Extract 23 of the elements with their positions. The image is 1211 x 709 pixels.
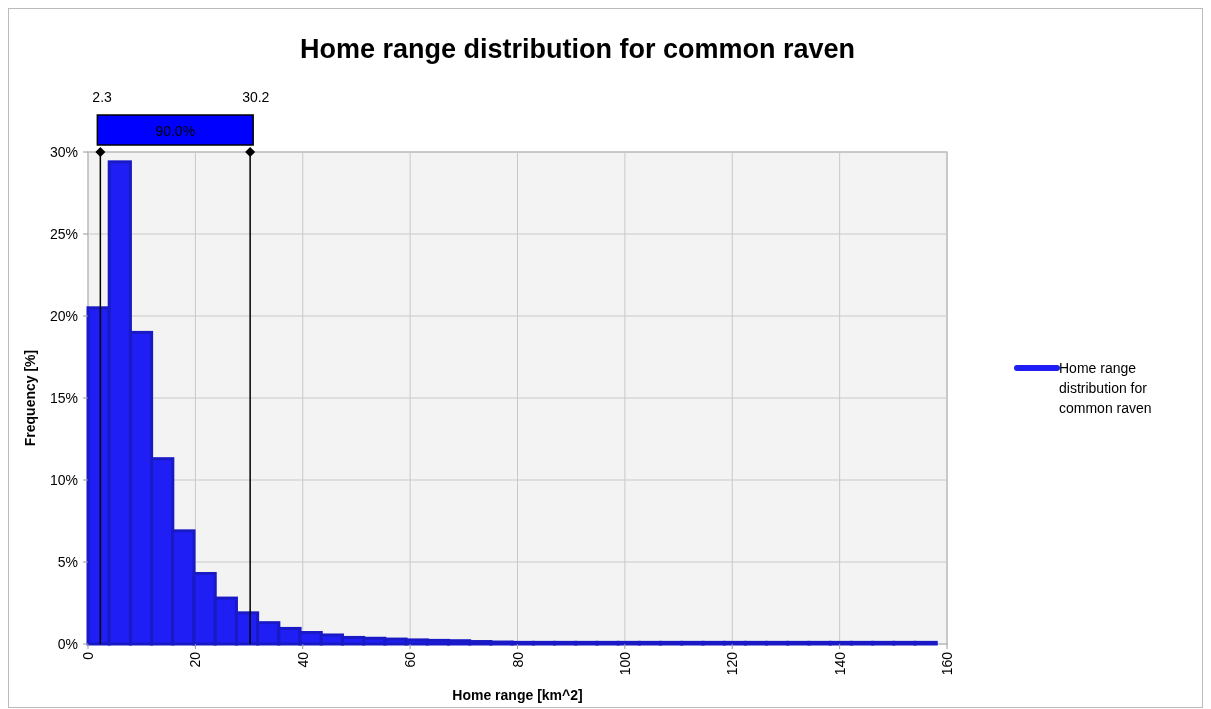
y-tick-label: 5%: [57, 554, 78, 570]
x-tick-label: 100: [616, 651, 633, 676]
y-tick-label: 15%: [49, 390, 78, 406]
y-tick-label: 30%: [49, 144, 78, 160]
ref-line-label: 2.3: [92, 89, 113, 105]
ref-line-label: 30.2: [242, 89, 270, 105]
x-tick-label: 0: [80, 651, 96, 660]
y-tick-label: 25%: [49, 226, 78, 242]
chart-title: Home range distribution for common raven: [299, 34, 856, 64]
x-tick-label: 140: [831, 651, 848, 676]
y-tick-label: 0%: [57, 636, 78, 652]
text: 90.0%: [155, 123, 196, 139]
x-tick-label: 160: [939, 651, 955, 676]
legend-label: Home range distribution for common raven: [1059, 360, 1152, 416]
y-tick-label: 10%: [49, 472, 78, 488]
x-axis-title: Home range [km^2]: [452, 687, 583, 703]
y-tick-label: 20%: [49, 308, 78, 324]
y-axis-title: Frequency [%]: [22, 349, 38, 447]
x-tick-label: 80: [509, 651, 526, 668]
x-tick-label: 60: [402, 651, 419, 668]
x-tick-label: 40: [294, 651, 311, 668]
x-tick-label: 120: [724, 651, 741, 676]
x-tick-label: 20: [187, 651, 204, 668]
